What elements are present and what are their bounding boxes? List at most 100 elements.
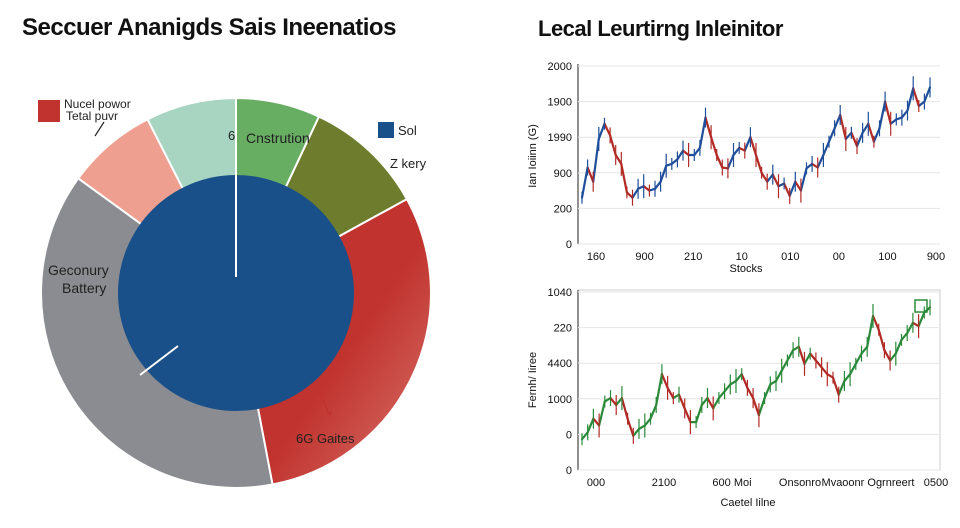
- legend-label-red-1: Nucel powor: [64, 97, 131, 111]
- series-segment: [782, 182, 791, 197]
- series-segment: [746, 386, 755, 400]
- series-segment: [888, 352, 897, 362]
- series-segment: [826, 373, 835, 379]
- x-tick-label: Onsonro: [779, 477, 821, 489]
- label-construction: Cnstrution: [246, 130, 310, 146]
- series-segment: [637, 424, 646, 430]
- series-segment: [681, 149, 690, 157]
- series-segment: [917, 100, 926, 108]
- series-segment: [717, 390, 726, 400]
- y-tick-label: 1040: [548, 287, 572, 299]
- series-segment: [704, 116, 713, 139]
- x-tick-label: 010: [781, 251, 799, 263]
- x-tick-label: 0500: [924, 477, 948, 489]
- series-segment: [837, 379, 846, 396]
- x-tick-label: 900: [927, 251, 945, 263]
- series-segment: [797, 345, 806, 365]
- series-segment: [677, 393, 686, 410]
- series-segment: [642, 185, 651, 192]
- series-segment: [597, 122, 606, 141]
- series-segment: [709, 136, 718, 157]
- series-segment: [854, 352, 863, 365]
- series-segment: [620, 162, 629, 194]
- series-segment: [900, 109, 909, 119]
- series-segment: [861, 122, 870, 134]
- series-segment: [906, 87, 915, 112]
- series-segment: [615, 397, 624, 407]
- series-segment: [609, 397, 618, 407]
- right-chart-title: Lecal Leurtirng Inleinitor: [538, 16, 783, 41]
- series-segment: [766, 173, 774, 183]
- series-segment: [814, 359, 823, 369]
- series-segment: [754, 153, 763, 174]
- series-segment: [660, 373, 669, 389]
- y-tick-label: 0: [566, 465, 572, 477]
- series-segment: [597, 400, 606, 427]
- series-segment: [580, 431, 589, 441]
- x-tick-label: 160: [587, 251, 605, 263]
- series-segment: [625, 191, 634, 199]
- series-segment: [723, 383, 732, 393]
- label-secondary: Geconury: [48, 262, 109, 278]
- series-segment: [867, 122, 876, 143]
- series-segment: [923, 86, 932, 103]
- series-segment: [788, 180, 797, 197]
- legend-swatch-red: [38, 100, 60, 122]
- series-segment: [917, 311, 926, 328]
- legend-label-red-2: Tetal puvr: [66, 109, 118, 123]
- series-segment: [883, 349, 892, 362]
- series-segment: [659, 164, 668, 183]
- series-segment: [614, 153, 623, 165]
- y-tick-label: 2000: [548, 61, 572, 73]
- y-tick-label: 1990: [548, 132, 572, 144]
- series-segment: [712, 397, 721, 410]
- y-tick-label: 1000: [548, 394, 572, 406]
- series-segment: [855, 131, 864, 148]
- top-y-axis-label: Ian Ioiinn (G): [527, 124, 539, 188]
- series-segment: [626, 417, 635, 437]
- series-segment: [729, 379, 738, 386]
- x-tick-label: 000: [587, 477, 605, 489]
- x-tick-label: 900: [635, 251, 653, 263]
- x-tick-label: 100: [878, 251, 896, 263]
- top-x-tick-labels: 160 900 210 10 010 00 100 900: [587, 251, 945, 263]
- series-segment: [799, 167, 808, 192]
- series-segment: [843, 373, 852, 383]
- series-segment: [822, 140, 831, 157]
- series-segment: [769, 379, 778, 386]
- series-segment: [715, 153, 724, 169]
- series-segment: [900, 332, 909, 341]
- series-segment: [833, 113, 842, 130]
- series-segment: [809, 352, 818, 362]
- series-segment: [632, 427, 641, 437]
- left-chart-title: Seccuer Ananigds Sais Ineenatios: [22, 14, 396, 41]
- series-segment: [839, 113, 847, 141]
- series-segment: [603, 397, 612, 403]
- bottom-line-chart: 1040 220 4400 1000 0 0 000 2100 600 Moi Onsonro M…: [527, 287, 948, 509]
- series-segment: [653, 180, 662, 190]
- series-segment: [780, 359, 789, 372]
- bottom-marker-box: [914, 299, 928, 313]
- series-segment: [889, 118, 898, 125]
- series-segment: [816, 153, 825, 169]
- series-segment: [820, 366, 829, 376]
- bottom-gridlines: [578, 291, 940, 471]
- series-segment: [860, 345, 869, 355]
- x-tick-label: 2100: [652, 477, 676, 489]
- series-segment: [734, 373, 743, 383]
- series-segment: [580, 166, 589, 199]
- top-series: [580, 76, 932, 206]
- bottom-x-tick-labels: 000 2100 600 Moi Onsonro Mvaoonr Ogrnreert 05…: [587, 477, 948, 489]
- series-segment: [666, 386, 675, 400]
- y-tick-label: 0: [566, 239, 572, 251]
- y-tick-label: 1900: [548, 97, 572, 109]
- series-segment: [877, 328, 886, 352]
- y-tick-label: 0: [566, 429, 572, 441]
- series-segment: [706, 397, 715, 410]
- series-segment: [743, 136, 752, 152]
- top-x-axis-label: Stocks: [729, 263, 763, 275]
- series-segment: [732, 146, 741, 157]
- series-segment: [655, 373, 664, 407]
